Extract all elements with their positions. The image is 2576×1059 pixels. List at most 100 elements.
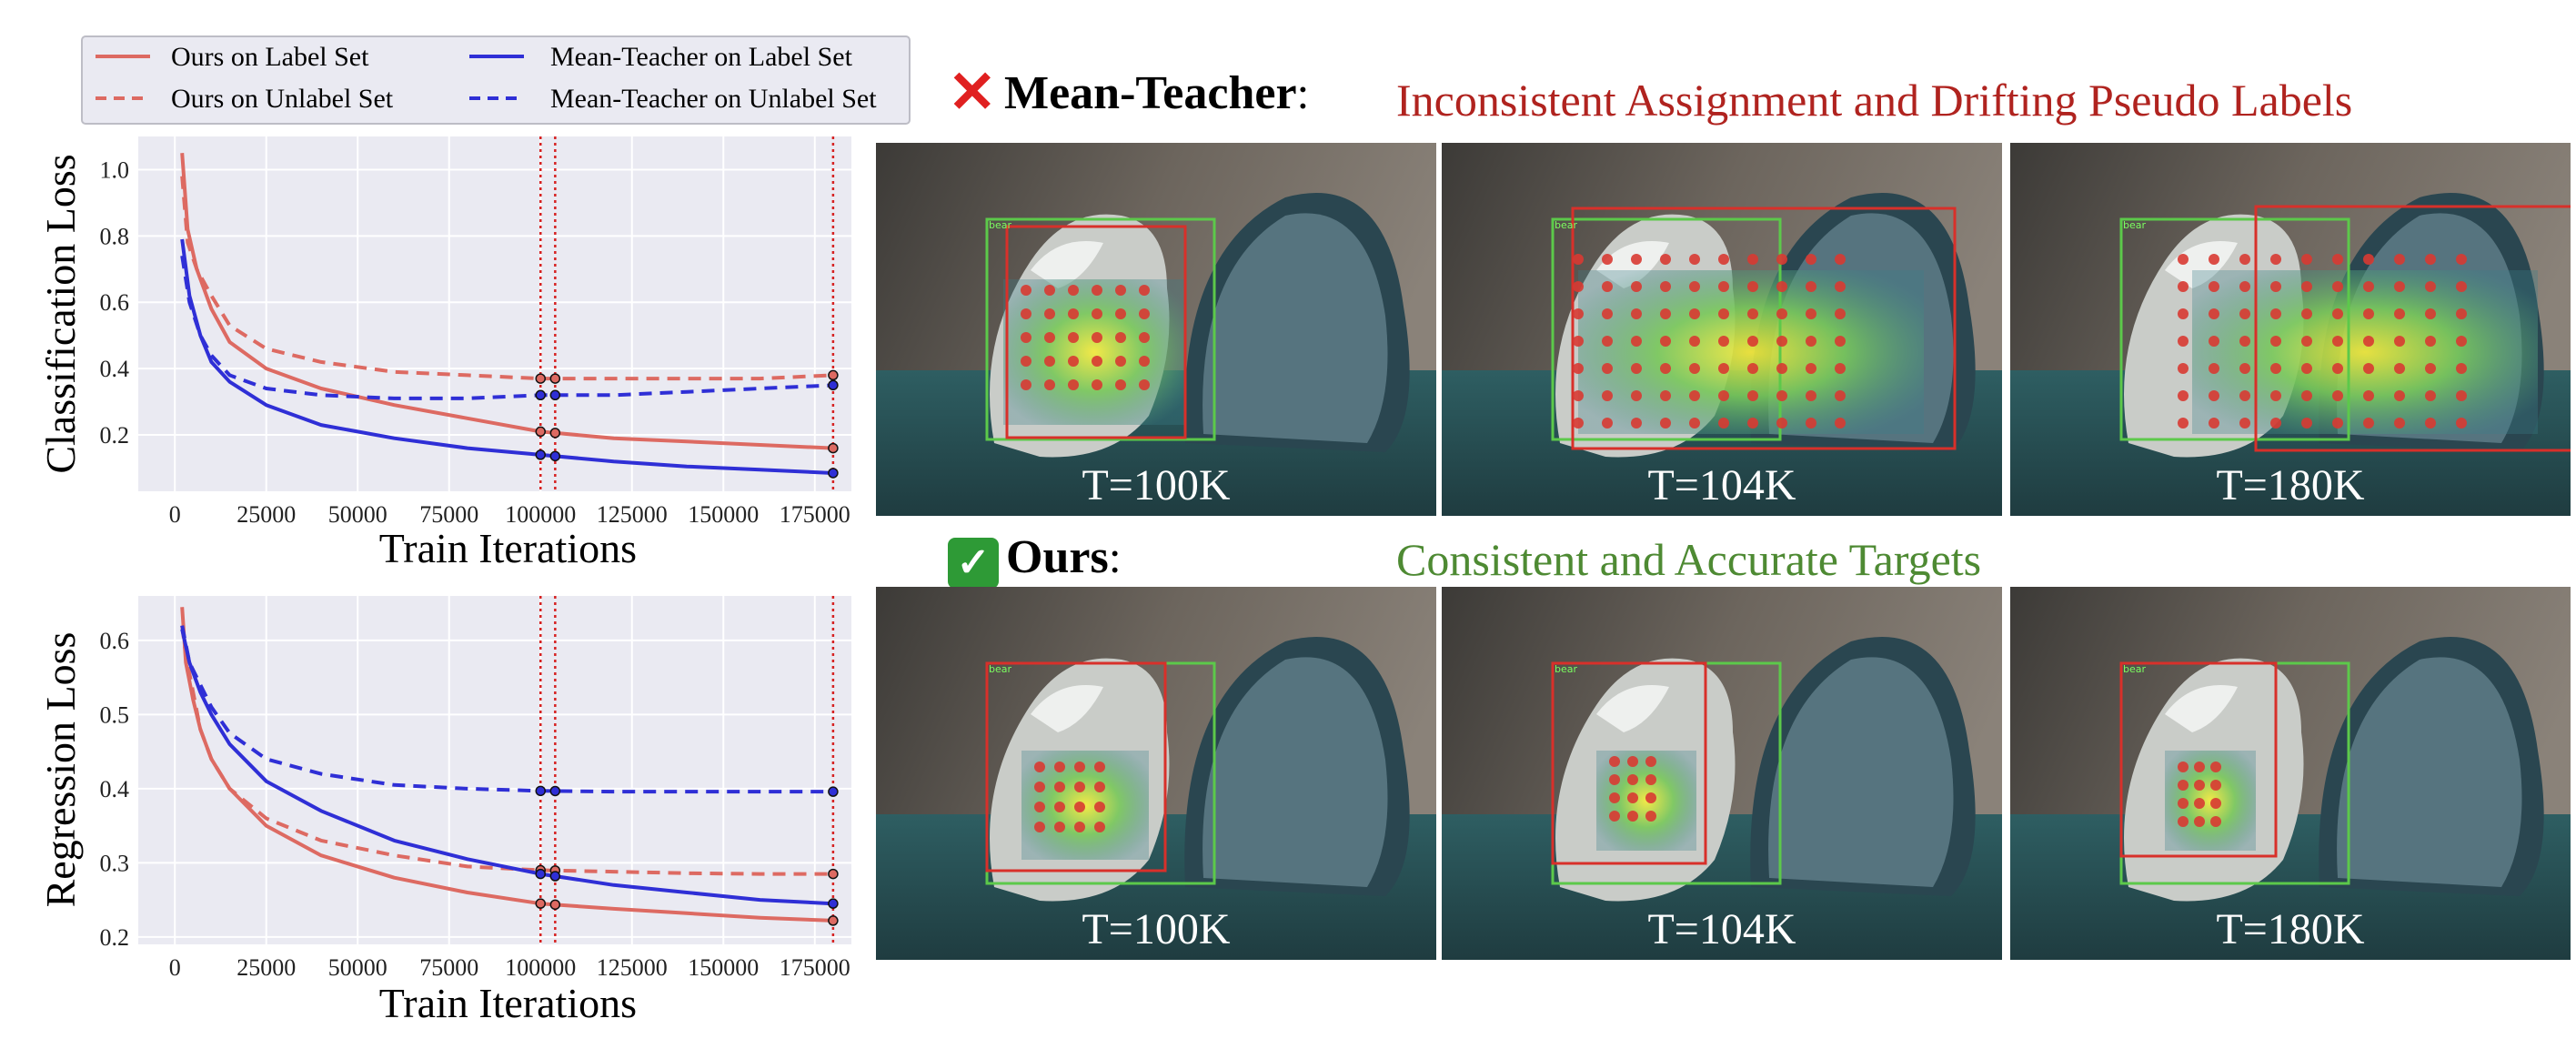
- y-tick-label: 0.5: [100, 701, 130, 728]
- x-tick-label: 0: [169, 954, 181, 981]
- series-marker: [828, 868, 839, 880]
- x-tick-label: 175000: [780, 954, 850, 981]
- series-marker: [828, 786, 839, 797]
- y-tick-label: 0.8: [100, 223, 130, 249]
- legend-item-1: Ours on Unlabel Set: [96, 84, 394, 114]
- box-tag: bear: [1555, 663, 1577, 675]
- scene-illustration: bear: [1442, 143, 2002, 516]
- header-caption: Consistent and Accurate Targets: [1396, 534, 1982, 585]
- series-marker: [535, 373, 547, 384]
- image-panel: bear T=100K: [876, 587, 1436, 960]
- series-line-1: [180, 625, 833, 876]
- series-marker: [828, 468, 839, 479]
- panel-time-label: T=100K: [1082, 461, 1231, 509]
- scene-illustration: bear: [876, 587, 1436, 960]
- series-marker: [549, 373, 561, 384]
- x-tick-label: 150000: [688, 501, 759, 528]
- cross-mark-icon: ✕: [948, 60, 997, 125]
- header-ours: ✓ Ours:: [948, 530, 1122, 589]
- series-marker: [549, 450, 561, 462]
- series-marker: [549, 899, 561, 911]
- panel-time-label: T=104K: [1647, 905, 1796, 953]
- series-marker: [549, 428, 561, 439]
- image-panel: bear T=104K: [1442, 143, 2002, 516]
- series-line-3: [180, 625, 833, 794]
- scene-illustration: bear: [2010, 143, 2571, 516]
- x-tick-label: 75000: [419, 501, 478, 528]
- scene-illustration: bear: [1442, 587, 2002, 960]
- series-marker: [535, 785, 547, 797]
- tick-labels: 0.2 0.3 0.4 0.5 0.6 0 25000 50000 75000 100000 125…: [100, 628, 850, 981]
- regression-loss-chart: 0.2 0.3 0.4 0.5 0.6 0 25000 50000 75000 100000 125…: [37, 596, 851, 1026]
- y-tick-label: 0.6: [100, 289, 130, 316]
- box-tag: bear: [1555, 219, 1577, 231]
- panel-time-label: T=104K: [1647, 461, 1796, 509]
- header-mean-teacher: ✕ Mean-Teacher:: [948, 60, 1310, 125]
- y-tick-label: 1.0: [100, 156, 130, 183]
- series-marker: [549, 785, 561, 797]
- panel-time-label: T=180K: [2216, 905, 2365, 953]
- check-mark-icon: ✓: [948, 538, 999, 589]
- legend-item-0: Ours on Label Set: [96, 42, 369, 72]
- series-marker: [535, 868, 547, 880]
- header-caption: Inconsistent Assignment and Drifting Pse…: [1396, 75, 2353, 126]
- method-name: Ours: [1006, 531, 1109, 583]
- series-line-3: [180, 255, 833, 400]
- box-tag: bear: [2123, 663, 2146, 675]
- series-marker: [535, 389, 547, 401]
- legend-box: [81, 35, 911, 125]
- method-name: Mean-Teacher: [1004, 67, 1297, 119]
- tick-labels: 0.2 0.4 0.6 0.8 1.0 0 25000 50000 75000 100000 125…: [100, 156, 850, 528]
- box-tag: bear: [989, 219, 1011, 231]
- scene-illustration: bear: [2010, 587, 2571, 960]
- series-line-1: [180, 176, 833, 381]
- legend-item-3: Mean-Teacher on Unlabel Set: [469, 84, 877, 114]
- series-marker: [828, 915, 839, 926]
- x-tick-label: 25000: [236, 954, 296, 981]
- x-tick-label: 100000: [505, 501, 576, 528]
- series-marker: [828, 369, 839, 381]
- plot-area: [138, 136, 851, 491]
- x-tick-label: 0: [169, 501, 181, 528]
- y-tick-label: 0.6: [100, 628, 130, 654]
- series-marker: [828, 379, 839, 391]
- y-tick-label: 0.3: [100, 850, 130, 876]
- y-axis-label: Regression Loss: [37, 632, 84, 908]
- panel-time-label: T=180K: [2216, 461, 2365, 509]
- series-marker: [535, 426, 547, 438]
- series-marker: [828, 898, 839, 909]
- series-marker: [549, 871, 561, 882]
- series-line-2: [180, 629, 834, 906]
- image-panel: bear T=100K: [876, 143, 1436, 516]
- series-marker: [549, 389, 561, 401]
- x-tick-label: 125000: [597, 954, 668, 981]
- legend-label-3: Mean-Teacher on Unlabel Set: [550, 84, 877, 114]
- series-lines: [180, 153, 839, 479]
- scene-illustration: bear: [876, 143, 1436, 516]
- image-panel: bear T=180K: [2010, 143, 2571, 516]
- y-tick-label: 0.2: [100, 924, 130, 951]
- image-panel: bear T=104K: [1442, 587, 2002, 960]
- series-lines: [180, 607, 839, 926]
- header-colon: :: [1296, 67, 1310, 118]
- legend-label-2: Mean-Teacher on Label Set: [550, 42, 853, 72]
- y-tick-label: 0.4: [100, 776, 130, 802]
- x-tick-label: 50000: [328, 954, 387, 981]
- series-marker: [828, 442, 839, 454]
- x-tick-label: 50000: [328, 501, 387, 528]
- plot-area: [138, 596, 851, 944]
- x-tick-label: 75000: [419, 954, 478, 981]
- legend: Ours on Label Set Ours on Unlabel Set Me…: [81, 35, 911, 125]
- y-tick-label: 0.2: [100, 422, 130, 449]
- series-marker: [535, 898, 547, 909]
- x-tick-label: 25000: [236, 501, 296, 528]
- box-tag: bear: [2123, 219, 2146, 231]
- header-colon: :: [1108, 531, 1122, 582]
- x-tick-label: 125000: [597, 501, 668, 528]
- panel-time-label: T=100K: [1082, 905, 1231, 953]
- legend-label-0: Ours on Label Set: [171, 42, 369, 72]
- classification-loss-chart: 0.2 0.4 0.6 0.8 1.0 0 25000 50000 75000 100000 125…: [37, 136, 851, 571]
- image-panel: bear T=180K: [2010, 587, 2571, 960]
- x-axis-label: Train Iterations: [379, 980, 637, 1026]
